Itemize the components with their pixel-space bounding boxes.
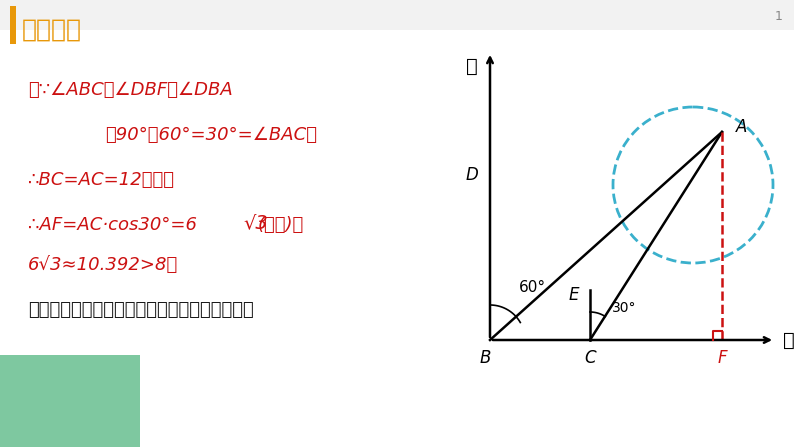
Text: 60°: 60° [518, 281, 545, 295]
Text: 北: 北 [466, 57, 478, 76]
Text: F: F [717, 349, 727, 367]
Text: 6√3≈10.392>8，: 6√3≈10.392>8， [28, 256, 178, 274]
Text: ＝90°－60°=30°=∠BAC，: ＝90°－60°=30°=∠BAC， [105, 126, 317, 144]
Text: C: C [584, 349, 596, 367]
Text: √3: √3 [243, 214, 268, 232]
Bar [0, 355, 140, 447]
Text: E: E [569, 286, 580, 304]
Text: ∴AF=AC·cos30°=6: ∴AF=AC·cos30°=6 [28, 216, 202, 234]
Text: 1: 1 [775, 10, 783, 23]
Text: ∴BC=AC=12海里，: ∴BC=AC=12海里， [28, 171, 175, 189]
Text: 故渔船继续向正东方向行驶，没有触礁的危险．: 故渔船继续向正东方向行驶，没有触礁的危险． [28, 301, 254, 319]
Text: A: A [736, 118, 747, 136]
Bar [10, 6, 16, 44]
Text: 新课讲解: 新课讲解 [22, 18, 82, 42]
Text: 30°: 30° [612, 301, 637, 315]
Text: D: D [465, 166, 478, 184]
Text: B: B [480, 349, 491, 367]
Text: (海里)，: (海里)， [258, 216, 304, 234]
Text: 又∵∠ABC＝∠DBF－∠DBA: 又∵∠ABC＝∠DBF－∠DBA [28, 81, 233, 99]
Text: 东: 东 [783, 330, 794, 350]
